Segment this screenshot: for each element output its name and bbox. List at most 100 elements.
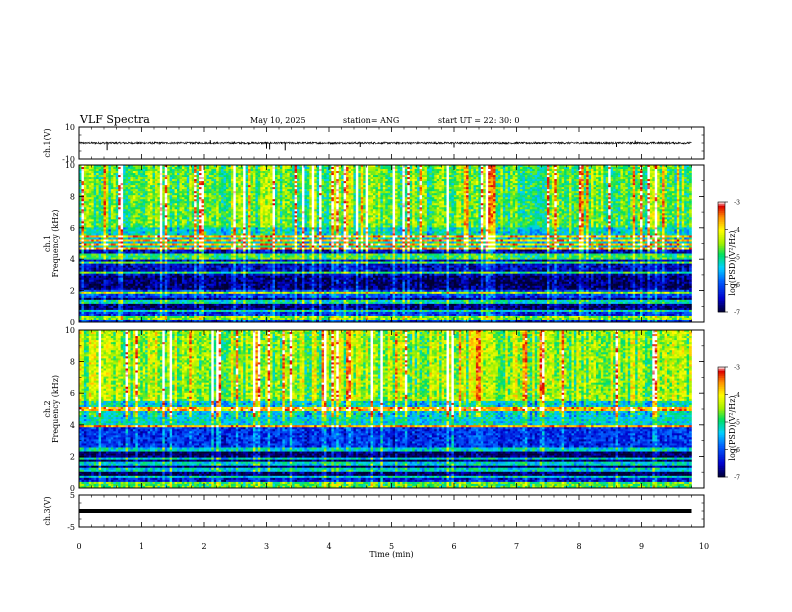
ch1-spectrogram-cell [432, 185, 435, 187]
ch1-spectrogram-cell [231, 197, 234, 199]
ch1-spectrogram-cell [331, 191, 334, 193]
ch1-spectrogram-cell [571, 193, 574, 195]
ch1-spectrogram-cell [371, 181, 374, 183]
ch1-spectrogram-cell [552, 177, 555, 179]
ch1-spectrogram-cell [228, 189, 231, 191]
ch1-spectrogram-cell [449, 195, 452, 197]
ch1-spectrogram-cell [312, 181, 315, 183]
ch1-spectrogram-cell [194, 191, 197, 193]
ch1-spectrogram-cell [466, 175, 469, 177]
ch1-spectrogram-cell [91, 183, 94, 185]
ch1-spectrogram-cell [564, 199, 567, 201]
ch1-spectrogram-cell [611, 173, 614, 175]
ch1-spectrogram-cell [459, 195, 462, 197]
ch1-spectrogram-cell [99, 199, 102, 201]
ch1-spectrogram-cell [530, 201, 533, 203]
ch1-spectrogram-cell [106, 203, 109, 205]
ch1-spectrogram-cell [385, 179, 388, 181]
ch1-spectrogram-cell [576, 197, 579, 199]
ch1-spectrogram-cell [326, 193, 329, 195]
ch1-spectrogram-cell [349, 199, 352, 201]
ch1-spectrogram-cell [505, 181, 508, 183]
ch1-spectrogram-cell [126, 185, 129, 187]
ch1-spectrogram-cell [660, 175, 663, 177]
ch1-spectrogram-cell [108, 181, 111, 183]
ch1-spectrogram-cell [273, 167, 276, 169]
ch1-spectrogram-cell [439, 199, 442, 201]
ch1-spectrogram-cell [596, 185, 599, 187]
ch1-spectrogram-cell [121, 173, 124, 175]
ch1-spectrogram-cell [464, 199, 467, 201]
ch1-spectrogram-cell [613, 199, 616, 201]
ch1-spectrogram-cell [302, 191, 305, 193]
ch1-spectrogram-cell [510, 171, 513, 173]
ch1-spectrogram-cell [405, 201, 408, 203]
ch1-spectrogram-cell [689, 179, 692, 181]
ch1-spectrogram-cell [579, 195, 582, 197]
ch1-spectrogram-cell [522, 187, 525, 189]
ch1-spectrogram-cell [402, 195, 405, 197]
ch1-spectrogram-cell [349, 167, 352, 169]
ch1-spectrogram-cell [410, 169, 413, 171]
ch1-spectrogram-cell [522, 169, 525, 171]
ch1-spectrogram-cell [542, 197, 545, 199]
ch1-spectrogram-cell [657, 169, 660, 171]
ch1-spectrogram-cell [388, 199, 391, 201]
ch1-spectrogram-cell [628, 171, 631, 173]
ch1-spectrogram-cell [527, 175, 530, 177]
ch1-spectrogram-cell [324, 193, 327, 195]
ch1-spectrogram-cell [388, 189, 391, 191]
ch1-spectrogram-cell [557, 167, 560, 169]
ch1-spectrogram-cell [280, 179, 283, 181]
ch1-spectrogram-cell [510, 179, 513, 181]
ch1-spectrogram-cell [655, 191, 658, 193]
ch1-spectrogram-cell [461, 187, 464, 189]
ch1-spectrogram-cell [447, 191, 450, 193]
ch1-spectrogram-cell [635, 195, 638, 197]
ch1-spectrogram-cell [189, 193, 192, 195]
ch1-spectrogram-cell [464, 189, 467, 191]
ch1-spectrogram-cell [557, 169, 560, 171]
ch1-spectrogram-cell [84, 201, 87, 203]
ch1-spectrogram-cell [236, 185, 239, 187]
ch1-spectrogram-cell [677, 177, 680, 179]
ch1-spectrogram-cell [574, 179, 577, 181]
ch1-spectrogram-cell [302, 189, 305, 191]
ch1-spectrogram-cell [341, 199, 344, 201]
ch1-spectrogram-cell [500, 177, 503, 179]
ch1-spectrogram-cell [496, 199, 499, 201]
ch1-spectrogram-cell [219, 185, 222, 187]
ch1-spectrogram-cell [104, 177, 107, 179]
ch1-spectrogram-cell [422, 191, 425, 193]
ch1-spectrogram-cell [346, 171, 349, 173]
ch1-spectrogram-cell [530, 171, 533, 173]
ch1-spectrogram-cell [84, 195, 87, 197]
ch1-spectrogram-cell [437, 179, 440, 181]
ch1-spectrogram-cell [393, 167, 396, 169]
ch1-spectrogram-cell [246, 173, 249, 175]
ch1-spectrogram-cell [143, 183, 146, 185]
ch1-spectrogram-cell [623, 189, 626, 191]
ch1-spectrogram-cell [456, 187, 459, 189]
ch1-spectrogram-cell [170, 191, 173, 193]
ch1-spectrogram-cell [336, 199, 339, 201]
ch1-spectrogram-cell [424, 179, 427, 181]
ch1-spectrogram-cell [645, 167, 648, 169]
ch1-spectrogram-cell [476, 179, 479, 181]
ch1-spectrogram-cell [216, 201, 219, 203]
ch1-spectrogram-cell [356, 189, 359, 191]
ch1-spectrogram-cell [216, 189, 219, 191]
ch1-spectrogram-cell [202, 177, 205, 179]
ch1-spectrogram-cell [153, 181, 156, 183]
ch1-spectrogram-cell [175, 169, 178, 171]
ch1-spectrogram-cell [584, 185, 587, 187]
ch1-spectrogram-cell [635, 197, 638, 199]
ch1-spectrogram-cell [126, 203, 129, 205]
ch1-spectrogram-cell [89, 191, 92, 193]
ch1-spectrogram-cell [640, 189, 643, 191]
ch1-spectrogram-cell [336, 181, 339, 183]
ch1-spectrogram-cell [265, 189, 268, 191]
ch1-spectrogram-cell [287, 173, 290, 175]
ch1-spectrogram-cell [167, 191, 170, 193]
ch1-spectrogram-cell [314, 189, 317, 191]
